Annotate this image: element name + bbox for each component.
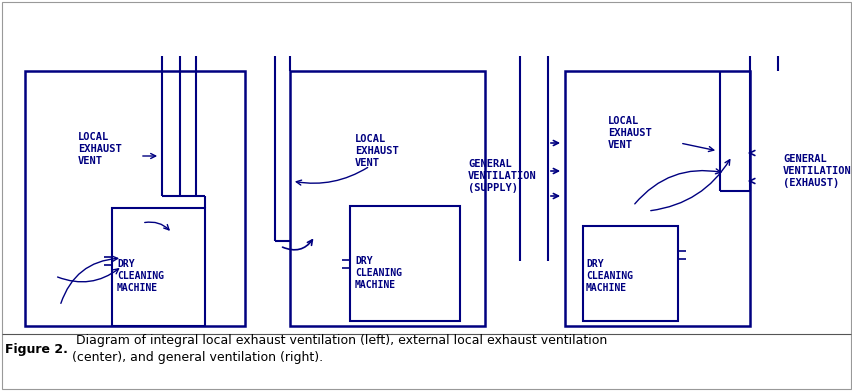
Text: Figure 2.: Figure 2. (5, 343, 68, 355)
Bar (564, 71, 749, 326)
Text: DRY
CLEANING
MACHINE: DRY CLEANING MACHINE (117, 259, 164, 292)
Text: DRY
CLEANING
MACHINE: DRY CLEANING MACHINE (354, 256, 401, 290)
Bar (290, 71, 485, 326)
Bar (582, 226, 677, 321)
Text: LOCAL
EXHAUST
VENT: LOCAL EXHAUST VENT (354, 135, 398, 168)
Text: LOCAL
EXHAUST
VENT: LOCAL EXHAUST VENT (78, 133, 122, 166)
Text: GENERAL
VENTILATION
(SUPPLY): GENERAL VENTILATION (SUPPLY) (468, 160, 536, 193)
Text: Diagram of integral local exhaust ventilation (left), external local exhaust ven: Diagram of integral local exhaust ventil… (72, 334, 607, 364)
Bar (25, 71, 245, 326)
Bar (112, 208, 204, 326)
Text: GENERAL
VENTILATION
(EXHAUST): GENERAL VENTILATION (EXHAUST) (782, 154, 851, 188)
Text: LOCAL
EXHAUST
VENT: LOCAL EXHAUST VENT (607, 117, 651, 150)
Text: DRY
CLEANING
MACHINE: DRY CLEANING MACHINE (585, 259, 632, 292)
Bar (349, 206, 459, 321)
